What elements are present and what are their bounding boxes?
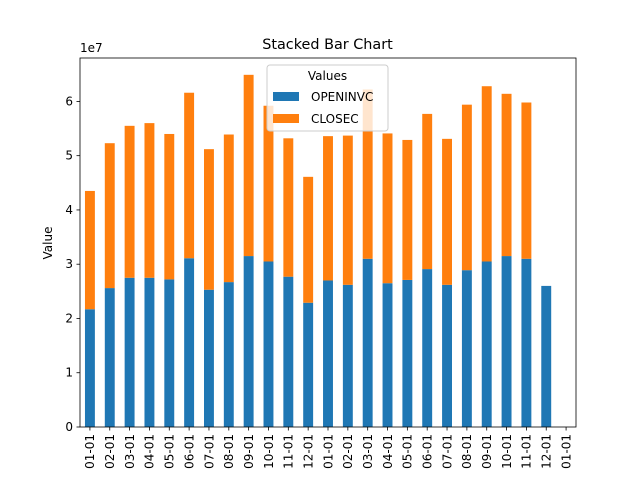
y-tick-label: 4 [65,203,73,217]
y-axis-label: Value [41,227,55,260]
bar-closec-21 [501,93,512,257]
bar-openinvc-18 [442,284,452,427]
bar-closec-10 [283,138,294,277]
bar-closec-17 [422,113,433,270]
bar-openinvc-11 [303,302,314,427]
bar-closec-4 [164,133,175,280]
x-tick-label: 03-01 [123,434,137,469]
x-tick-label: 09-01 [242,434,256,469]
y-tick-label: 6 [65,94,73,108]
bar-closec-5 [184,92,195,259]
bar-closec-6 [204,149,214,290]
bar-openinvc-19 [461,270,472,427]
legend-swatch-openinvc [273,92,299,101]
y-tick-label: 1 [65,366,73,380]
x-tick-label: 01-01 [321,434,335,469]
x-tick-label: 11-01 [520,434,534,469]
plot-area-frame [79,57,577,428]
bar-openinvc-22 [521,258,532,427]
bar-openinvc-16 [402,279,413,427]
bar-closec-9 [263,105,274,262]
x-tick-label: 01-01 [83,434,97,469]
bar-closec-22 [521,102,532,259]
x-tick-label: 06-01 [421,434,435,469]
y-axis: 0 1 2 3 4 5 6 [65,94,80,434]
bar-closec-12 [323,136,333,281]
bar-closec-1 [104,143,115,289]
bar-openinvc-1 [104,288,115,427]
y-axis-scale-label: 1e7 [80,41,103,55]
x-tick-label: 04-01 [381,434,395,469]
legend-label-openinvc: OPENINVC [311,90,373,104]
bar-closec-8 [243,74,254,257]
x-axis: 01-01 02-01 03-01 04-01 05-01 06-01 07-01 08-01… [83,427,573,469]
chart-title: Stacked Bar Chart [262,37,393,53]
bar-closec-19 [461,104,472,271]
x-tick-label: 03-01 [361,434,375,469]
x-tick-label: 11-01 [282,434,296,469]
x-tick-label: 10-01 [262,434,276,469]
y-tick-label: 5 [65,149,73,163]
bar-openinvc-7 [223,282,234,427]
bar-openinvc-6 [204,289,214,427]
bar-closec-15 [382,133,393,284]
bar-openinvc-3 [144,277,155,427]
bar-openinvc-14 [362,258,373,427]
legend-swatch-closec [273,114,299,123]
bar-openinvc-15 [382,283,393,427]
bar-closec-14 [362,89,373,259]
bar-closec-20 [481,86,492,262]
bar-openinvc-20 [481,261,492,427]
x-tick-label: 01-01 [559,434,573,469]
bar-openinvc-12 [323,280,333,427]
y-tick-label: 0 [65,420,73,434]
x-tick-label: 02-01 [341,434,355,469]
x-tick-label: 08-01 [460,434,474,469]
x-tick-label: 09-01 [480,434,494,469]
bar-openinvc-5 [184,258,195,427]
bar-closec-18 [442,138,452,285]
bar-openinvc-4 [164,279,175,427]
x-tick-label: 04-01 [143,434,157,469]
legend-label-closec: CLOSEC [311,112,359,126]
bar-openinvc-23 [541,285,552,427]
bar-closec-0 [84,190,95,310]
bar-closec-11 [303,176,314,303]
bar-closec-16 [402,139,413,280]
x-tick-label: 07-01 [440,434,454,469]
bar-openinvc-2 [124,277,135,427]
x-tick-label: 08-01 [222,434,236,469]
legend: Values OPENINVC CLOSEC [266,64,389,132]
x-tick-label: 12-01 [301,434,315,469]
x-tick-label: 07-01 [202,434,216,469]
bar-openinvc-9 [263,261,274,427]
x-tick-label: 05-01 [163,434,177,469]
bar-closec-2 [124,125,135,278]
bar-openinvc-0 [84,309,95,427]
bar-closec-3 [144,123,155,278]
bar-closec-7 [223,134,234,283]
bar-openinvc-17 [422,269,433,427]
bar-closec-13 [342,135,353,285]
x-tick-label: 12-01 [540,434,554,469]
y-tick-label: 3 [65,257,73,271]
legend-title: Values [308,69,347,83]
bar-openinvc-13 [342,284,353,427]
bar-openinvc-21 [501,256,512,427]
x-tick-label: 06-01 [182,434,196,469]
bar-openinvc-10 [283,276,294,427]
x-tick-label: 02-01 [103,434,117,469]
bar-openinvc-8 [243,256,254,427]
y-tick-label: 2 [65,311,73,325]
bars-layer [84,74,552,427]
x-tick-label: 05-01 [401,434,415,469]
x-tick-label: 10-01 [500,434,514,469]
